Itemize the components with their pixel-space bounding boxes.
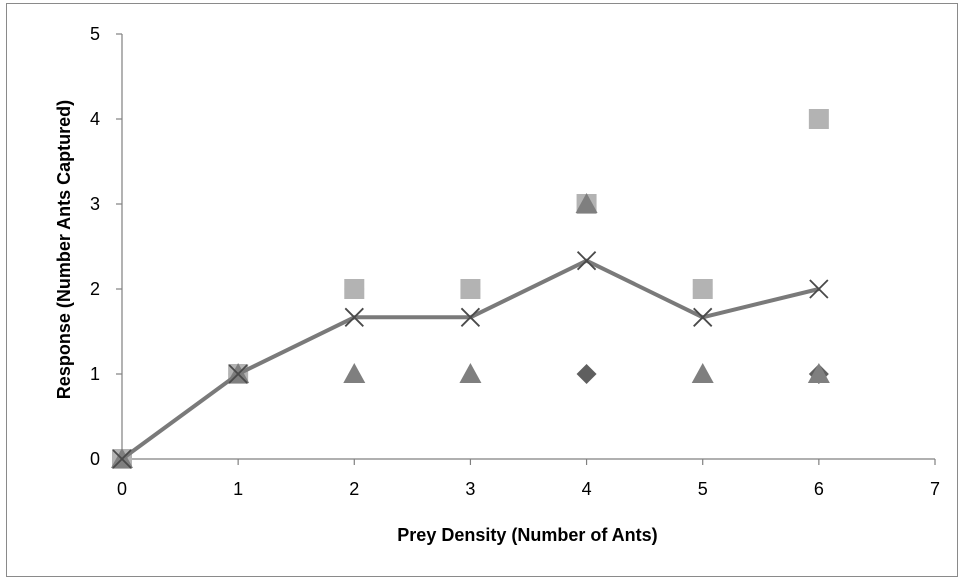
triangle-point (343, 363, 366, 383)
square-point (808, 109, 829, 129)
x-point (460, 307, 481, 327)
triangle-point (807, 363, 830, 383)
y-tick-label: 3 (90, 194, 100, 214)
x-tick-label: 3 (465, 479, 475, 499)
x-tick-label: 2 (349, 479, 359, 499)
x-tick-label: 1 (233, 479, 243, 499)
x-point (228, 364, 248, 384)
y-tick-label: 1 (90, 364, 100, 384)
x-point-stroke (112, 449, 132, 469)
y-tick-label: 2 (90, 279, 100, 299)
x-point-stroke (228, 364, 248, 384)
x-point (576, 251, 597, 271)
y-axis-title: Response (Number Ants Captured) (54, 100, 74, 399)
x-tick-label: 6 (814, 479, 824, 499)
x-tick-label: 4 (582, 479, 592, 499)
x-tick-label: 5 (698, 479, 708, 499)
x-axis-title: Prey Density (Number of Ants) (397, 525, 657, 545)
triangle-point (459, 363, 482, 383)
x-point (344, 307, 364, 327)
triangle-point (691, 363, 714, 383)
x-tick-label: 0 (117, 479, 127, 499)
x-point-stroke (344, 307, 364, 327)
x-point (693, 307, 713, 327)
x-point (112, 449, 132, 469)
series-x (112, 251, 829, 469)
square-point (460, 279, 481, 299)
series-square (112, 109, 829, 469)
x-point-stroke (576, 251, 597, 271)
y-tick-label: 5 (90, 24, 100, 44)
axes: 0 1 2 3 4 5 6 7 0 1 2 3 4 5 (90, 24, 940, 499)
y-tick-label: 4 (90, 109, 100, 129)
chart-frame (6, 3, 958, 577)
series-triangle (111, 193, 830, 468)
y-tick-label: 0 (90, 449, 100, 469)
x-point-stroke (460, 307, 481, 327)
chart-marks (111, 109, 830, 469)
x-point-stroke (809, 279, 829, 299)
x-tick-label: 7 (930, 479, 940, 499)
square-point (344, 279, 365, 299)
x-point-stroke (693, 307, 713, 327)
square-point (692, 279, 713, 299)
diamond-point (576, 364, 597, 384)
triangle-point (575, 193, 598, 213)
x-point (809, 279, 829, 299)
